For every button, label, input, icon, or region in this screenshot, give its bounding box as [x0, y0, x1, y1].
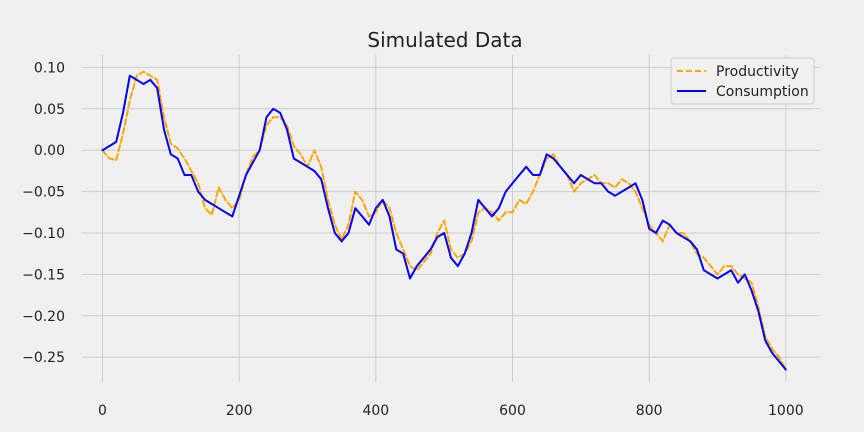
legend-label-productivity: Productivity — [716, 64, 799, 80]
y-tick-label: −0.25 — [22, 350, 65, 366]
y-tick-label: −0.20 — [22, 309, 65, 325]
tick-labels: 0 200 400 600 800 1000 0.10 0.05 0.00 −0.05 −0.10 −… — [22, 60, 804, 419]
y-tick-label: 0.05 — [34, 102, 65, 118]
x-tick-label: 800 — [636, 403, 663, 419]
x-tick-label: 600 — [499, 403, 526, 419]
y-tick-label: −0.15 — [22, 267, 65, 283]
y-tick-label: −0.05 — [22, 185, 65, 201]
x-tick-label: 0 — [98, 403, 107, 419]
series-line-consumption — [101, 74, 787, 371]
x-tick-label: 400 — [362, 403, 389, 419]
x-tick-label: 200 — [226, 403, 253, 419]
legend: Productivity Consumption — [670, 57, 815, 105]
legend-label-consumption: Consumption — [716, 84, 809, 100]
x-tick-label: 1000 — [768, 403, 804, 419]
series-lines — [101, 70, 787, 371]
y-tick-label: −0.10 — [22, 226, 65, 242]
y-tick-label: 0.10 — [34, 60, 65, 76]
y-tick-label: 0.00 — [34, 143, 65, 159]
chart-title: Simulated Data — [367, 28, 522, 52]
legend-box — [670, 57, 815, 105]
